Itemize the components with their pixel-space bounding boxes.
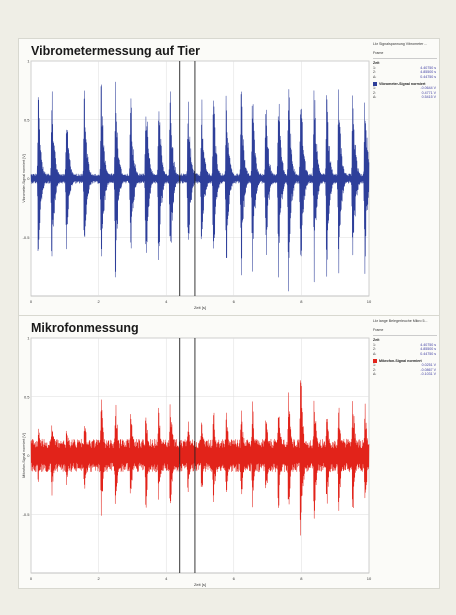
y-axis-label: Vibrometer-Signal normiert [V] <box>22 154 26 202</box>
series-color-icon <box>373 81 377 86</box>
x-tick-label: 4 <box>165 299 168 304</box>
x-tick-label: 6 <box>233 576 236 581</box>
y-tick-label: 0.5 <box>24 117 30 122</box>
x-tick-label: 6 <box>233 299 236 304</box>
series-color-icon <box>373 358 377 363</box>
chart-title: Mikrofonmessung <box>31 321 139 335</box>
y-tick-label: 0 <box>27 453 30 458</box>
cursor-row: Δ: -0.1031 V <box>373 372 436 377</box>
x-axis-label: Zeit [s] <box>194 582 206 587</box>
frame-label: Frame <box>373 327 384 332</box>
cursor-info-panel: Lkr Signalspannung Vibrometer ... Frame … <box>371 39 439 316</box>
cursor-row: Δ: 0.44750 s <box>373 351 436 356</box>
cursor-group-time: Zeit <box>373 338 380 343</box>
x-tick-label: 8 <box>300 299 303 304</box>
x-tick-label: 2 <box>97 576 100 581</box>
cursor-group-time: Zeit <box>373 61 380 66</box>
cursor-row: 1: 4.40750 s <box>373 65 436 70</box>
y-tick-label: -0.5 <box>23 512 31 517</box>
cursor-row: Δ: 0.5415 V <box>373 95 436 100</box>
x-tick-label: 10 <box>367 299 372 304</box>
cursor-panel-header: Lkr Signalspannung Vibrometer ... <box>373 42 428 46</box>
x-tick-label: 4 <box>165 576 168 581</box>
y-tick-label: 0.5 <box>24 394 30 399</box>
frame-label: Frame <box>373 50 384 55</box>
mikrofon-chart-panel: Mikrofonmessung 0 2 4 6 8 10 1 0.5 0 -0.5 Zeit [s]… <box>18 315 440 589</box>
cursor-info-panel: Lkr lange Belegerleuche Mikro 5... Frame… <box>371 316 439 588</box>
y-tick-label: -0.5 <box>23 235 31 240</box>
cursor-row: 2: 4.85500 s <box>373 347 436 352</box>
signal-series-line <box>30 81 370 292</box>
cursor-row: 1: 4.40750 s <box>373 342 436 347</box>
x-tick-label: 0 <box>30 299 33 304</box>
cursor-group-signal: Vibrometer-Signal normiert <box>371 82 439 87</box>
cursor-row: Δ: 0.44750 s <box>373 74 436 79</box>
x-tick-label: 8 <box>300 576 303 581</box>
x-axis-label: Zeit [s] <box>194 305 206 310</box>
y-tick-label: 1 <box>27 59 30 64</box>
cursor-row: 1: -0.0644 V <box>373 86 436 91</box>
signal-series-line <box>30 380 370 536</box>
cursor-panel-header: Lkr lange Belegerleuche Mikro 5... <box>373 319 428 323</box>
cursor-row: 1: 0.0251 V <box>373 363 436 368</box>
x-tick-label: 0 <box>30 576 33 581</box>
vibrometer-chart-panel: Vibrometermessung auf Tier 0 2 4 6 8 10 1 0.5 0 -… <box>18 38 440 317</box>
cursor-row: 2: 4.85500 s <box>373 70 436 75</box>
y-axis-label: Mikrofon-Signal normiert [V] <box>22 433 26 478</box>
mikrofon-plot[interactable]: 0 2 4 6 8 10 1 0.5 0 -0.5 Zeit [s] Mikrofon-Signal … <box>19 316 439 588</box>
cursor-group-signal: Mikrofon-Signal normiert <box>371 359 439 364</box>
cursor-row: 2: 0.4771 V <box>373 90 436 95</box>
y-tick-label: 1 <box>27 336 30 341</box>
y-tick-label: 0 <box>27 176 30 181</box>
x-tick-label: 2 <box>97 299 100 304</box>
cursor-row: 2: -0.0867 V <box>373 367 436 372</box>
x-tick-label: 10 <box>367 576 372 581</box>
chart-title: Vibrometermessung auf Tier <box>31 44 201 58</box>
vibrometer-plot[interactable]: 0 2 4 6 8 10 1 0.5 0 -0.5 Zeit [s] Vibrometer-Signa… <box>19 39 439 316</box>
